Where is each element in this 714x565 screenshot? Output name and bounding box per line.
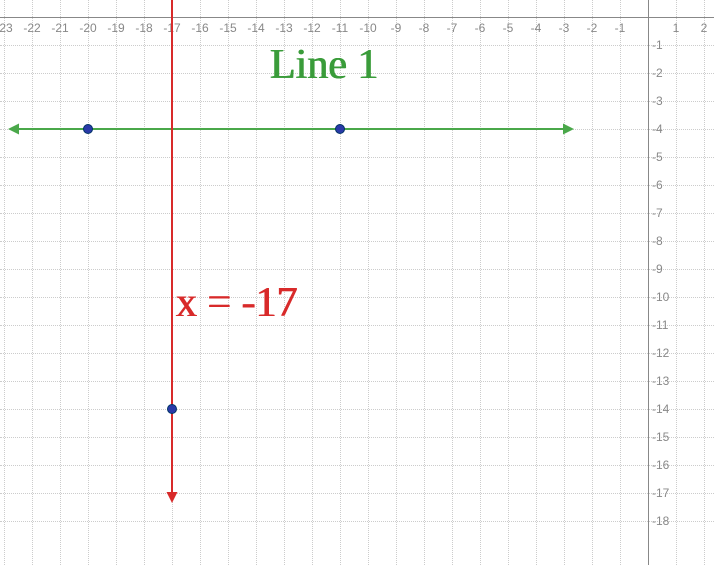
y-tick-label: -5 (652, 150, 663, 164)
gridline-horizontal (0, 325, 714, 326)
equation-label: x = -17 (176, 279, 298, 327)
x-tick-label: -5 (503, 21, 514, 35)
gridline-horizontal (0, 129, 714, 130)
gridline-horizontal (0, 381, 714, 382)
y-tick-label: -16 (652, 458, 669, 472)
x-tick-label: -7 (447, 21, 458, 35)
x-tick-label: -10 (359, 21, 376, 35)
x-tick-label: -2 (587, 21, 598, 35)
gridline-horizontal (0, 185, 714, 186)
x-tick-label: 1 (673, 21, 680, 35)
x-tick-label: -11 (332, 21, 348, 35)
gridline-vertical (424, 0, 425, 565)
gridline-horizontal (0, 269, 714, 270)
plotted-point (83, 124, 93, 134)
gridline-horizontal (0, 465, 714, 466)
gridline-vertical (508, 0, 509, 565)
x-axis (0, 17, 714, 18)
x-tick-label: -6 (475, 21, 486, 35)
x-tick-label: -8 (419, 21, 430, 35)
x-tick-label: -12 (303, 21, 320, 35)
x-tick-label: -13 (275, 21, 292, 35)
y-tick-label: -12 (652, 346, 669, 360)
gridline-horizontal (0, 493, 714, 494)
gridline-horizontal (0, 101, 714, 102)
gridline-horizontal (0, 297, 714, 298)
gridline-vertical (32, 0, 33, 565)
y-tick-label: -10 (652, 290, 669, 304)
gridline-vertical (144, 0, 145, 565)
gridline-horizontal (0, 241, 714, 242)
gridline-vertical (592, 0, 593, 565)
gridline-vertical (704, 0, 705, 565)
y-tick-label: -13 (652, 374, 669, 388)
y-tick-label: -9 (652, 262, 663, 276)
gridline-vertical (116, 0, 117, 565)
y-tick-label: -15 (652, 430, 669, 444)
gridline-vertical (4, 0, 5, 565)
gridline-horizontal (0, 521, 714, 522)
y-tick-label: -2 (652, 66, 663, 80)
gridline-vertical (172, 0, 173, 565)
gridline-horizontal (0, 353, 714, 354)
x-tick-label: -14 (247, 21, 264, 35)
gridline-vertical (60, 0, 61, 565)
y-tick-label: -11 (652, 318, 668, 332)
x-tick-label: -19 (107, 21, 124, 35)
x-tick-label: -18 (135, 21, 152, 35)
x-tick-label: -21 (51, 21, 68, 35)
x-tick-label: -20 (79, 21, 96, 35)
gridline-vertical (620, 0, 621, 565)
gridline-horizontal (0, 437, 714, 438)
plotted-point (167, 404, 177, 414)
y-tick-label: -8 (652, 234, 663, 248)
gridline-vertical (676, 0, 677, 565)
x-tick-label: -17 (163, 21, 180, 35)
y-axis (648, 0, 649, 565)
x-tick-label: -22 (23, 21, 40, 35)
x-tick-label: -23 (0, 21, 13, 35)
y-tick-label: -18 (652, 514, 669, 528)
gridline-vertical (452, 0, 453, 565)
y-tick-label: -1 (652, 38, 663, 52)
x-tick-label: -4 (531, 21, 542, 35)
y-tick-label: -14 (652, 402, 669, 416)
y-tick-label: -4 (652, 122, 663, 136)
gridline-horizontal (0, 409, 714, 410)
x-tick-label: -3 (559, 21, 570, 35)
y-tick-label: -6 (652, 178, 663, 192)
coordinate-plane: -23-22-21-20-19-18-17-16-15-14-13-12-11-… (0, 0, 714, 565)
gridline-horizontal (0, 157, 714, 158)
x-tick-label: -16 (191, 21, 208, 35)
gridline-horizontal (0, 213, 714, 214)
x-tick-label: -9 (391, 21, 402, 35)
y-tick-label: -7 (652, 206, 663, 220)
plotted-point (335, 124, 345, 134)
line-1-label: Line 1 (270, 41, 378, 89)
gridline-vertical (480, 0, 481, 565)
y-tick-label: -3 (652, 94, 663, 108)
x-tick-label: 2 (701, 21, 708, 35)
gridline-vertical (396, 0, 397, 565)
y-tick-label: -17 (652, 486, 669, 500)
x-tick-label: -15 (219, 21, 236, 35)
gridline-vertical (88, 0, 89, 565)
x-tick-label: -1 (615, 21, 626, 35)
gridline-vertical (564, 0, 565, 565)
gridline-vertical (536, 0, 537, 565)
